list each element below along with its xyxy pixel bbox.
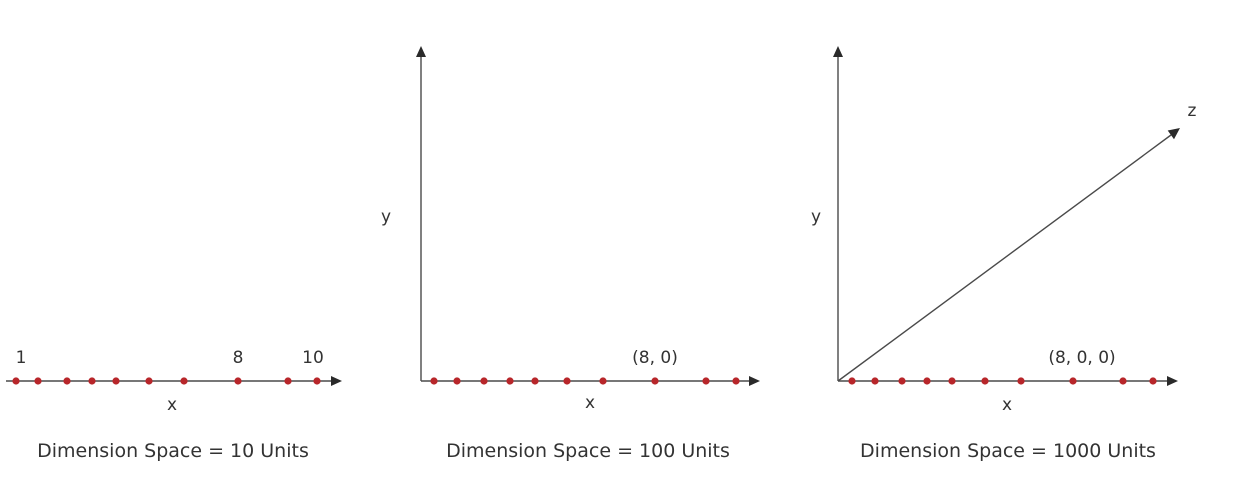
panel-2d: y (8, 0) x Dimension Space = 100 Units xyxy=(381,46,760,462)
x-axis-points xyxy=(12,377,321,385)
axis-point xyxy=(981,377,989,385)
axis-point xyxy=(12,377,20,385)
panel-1d: 1 8 10 x Dimension Space = 10 Units xyxy=(6,348,342,462)
point-label-1: 1 xyxy=(16,348,27,368)
axis-point xyxy=(313,377,321,385)
axis-point xyxy=(948,377,956,385)
axis-point xyxy=(1017,377,1025,385)
axis-point xyxy=(506,377,514,385)
axis-point xyxy=(284,377,292,385)
y-axis-label: y xyxy=(381,207,391,227)
panel-caption: Dimension Space = 10 Units xyxy=(37,440,309,462)
point-label-10: 10 xyxy=(302,348,324,368)
x-axis-points xyxy=(430,377,740,385)
axis-point xyxy=(848,377,856,385)
axis-point xyxy=(599,377,607,385)
axis-point xyxy=(34,377,42,385)
axis-point xyxy=(63,377,71,385)
axis-point xyxy=(1069,377,1077,385)
axis-point xyxy=(923,377,931,385)
coordinate-label: (8, 0, 0) xyxy=(1048,348,1115,368)
axis-point xyxy=(651,377,659,385)
y-axis-arrow xyxy=(833,46,843,57)
axis-point xyxy=(702,377,710,385)
z-axis-line xyxy=(837,134,1172,382)
axis-point xyxy=(480,377,488,385)
panel-caption: Dimension Space = 100 Units xyxy=(446,440,730,462)
panel-3d: y z (8, 0, 0) x Dimension Space = 1000 U… xyxy=(811,46,1197,462)
y-axis-label: y xyxy=(811,207,821,227)
x-axis-arrow xyxy=(331,376,342,386)
axis-point xyxy=(234,377,242,385)
point-label-8: 8 xyxy=(233,348,244,368)
x-axis-points xyxy=(848,377,1157,385)
axis-point xyxy=(180,377,188,385)
x-axis-label: x xyxy=(1002,395,1012,415)
panel-caption: Dimension Space = 1000 Units xyxy=(860,440,1156,462)
x-axis-arrow xyxy=(749,376,760,386)
x-axis-arrow xyxy=(1167,376,1178,386)
axis-point xyxy=(88,377,96,385)
axis-point xyxy=(871,377,879,385)
axis-point xyxy=(112,377,120,385)
axis-point xyxy=(1119,377,1127,385)
x-axis-label: x xyxy=(585,393,595,413)
axis-point xyxy=(563,377,571,385)
axis-point xyxy=(531,377,539,385)
x-axis-label: x xyxy=(167,395,177,415)
axis-point xyxy=(1149,377,1157,385)
axis-point xyxy=(145,377,153,385)
z-axis-label: z xyxy=(1188,101,1197,121)
z-axis-arrow xyxy=(1167,128,1180,140)
coordinate-label: (8, 0) xyxy=(632,348,678,368)
y-axis-arrow xyxy=(416,46,426,57)
axis-point xyxy=(453,377,461,385)
axis-point xyxy=(430,377,438,385)
axis-point xyxy=(732,377,740,385)
axis-point xyxy=(898,377,906,385)
